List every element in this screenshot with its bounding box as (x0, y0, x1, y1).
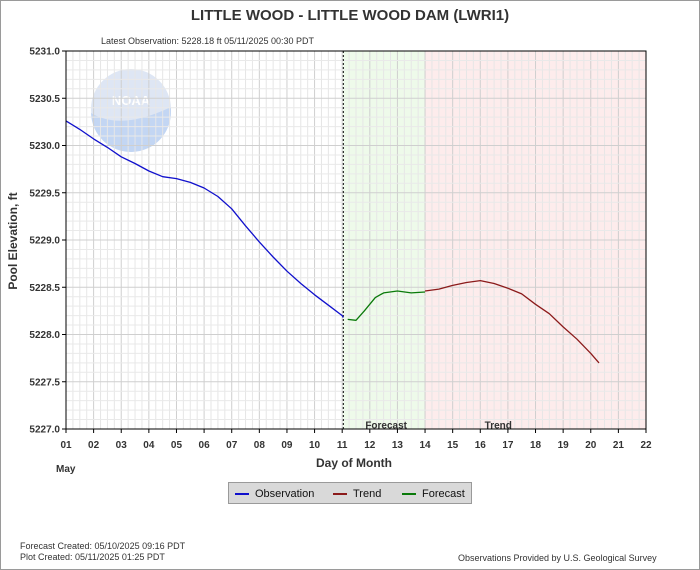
x-tick-label: 06 (199, 440, 211, 451)
x-tick-label: 04 (143, 440, 155, 451)
plot-created-note: Plot Created: 05/11/2025 01:25 PDT (20, 552, 165, 562)
forecast-created-note: Forecast Created: 05/10/2025 09:16 PDT (20, 541, 186, 551)
x-tick-label: 13 (392, 440, 404, 451)
x-tick-label: 07 (226, 440, 238, 451)
legend-swatch-observation (235, 493, 249, 496)
x-tick-label: 20 (585, 440, 597, 451)
chart-subtitle: Latest Observation: 5228.18 ft 05/11/202… (101, 36, 314, 46)
x-tick-label: 18 (530, 440, 542, 451)
legend-swatch-forecast (402, 493, 416, 496)
grid-lines (66, 51, 646, 429)
legend-label-forecast: Forecast (422, 488, 465, 500)
plot-area: NOAA (65, 50, 647, 430)
region-labels: Forecast Trend (365, 421, 512, 432)
x-tick-label: 09 (281, 440, 293, 451)
y-axis-label: Pool Elevation, ft (6, 192, 20, 289)
y-tick-label: 5227.5 (29, 377, 60, 388)
x-axis-month-label: May (56, 464, 76, 475)
series-line-trend (424, 279, 600, 364)
y-tick-label: 5229.0 (29, 236, 60, 247)
x-tick-label: 17 (502, 440, 514, 451)
noaa-logo-text: NOAA (112, 93, 151, 108)
y-tick-label: 5228.0 (29, 330, 60, 341)
x-tick-label: 12 (364, 440, 376, 451)
legend-item-forecast: Forecast (402, 487, 465, 501)
x-tick-label: 01 (60, 440, 72, 451)
x-tick-label: 03 (116, 440, 128, 451)
x-tick-label: 15 (447, 440, 459, 451)
chart-legend: Observation Trend Forecast (228, 482, 472, 504)
x-tick-label: 02 (88, 440, 100, 451)
y-tick-label: 5229.5 (29, 188, 60, 199)
legend-label-observation: Observation (255, 488, 315, 500)
x-tick-label: 21 (613, 440, 625, 451)
y-tick-label: 5230.0 (29, 141, 60, 152)
y-tick-label: 5231.0 (29, 47, 60, 58)
region-label-forecast: Forecast (365, 421, 407, 432)
y-tick-label: 5227.0 (29, 425, 60, 436)
series-lines (65, 120, 600, 364)
y-tick-label: 5228.5 (29, 283, 60, 294)
x-axis-ticks: 01 02 03 04 05 06 07 08 09 10 11 12 13 14 15 16 17 18 19 20… (60, 429, 652, 451)
x-tick-label: 10 (309, 440, 321, 451)
noaa-logo-watermark: NOAA (91, 69, 172, 152)
x-axis-label: Day of Month (316, 456, 392, 470)
region-label-trend: Trend (485, 421, 512, 432)
x-tick-label: 16 (475, 440, 487, 451)
x-tick-label: 22 (640, 440, 652, 451)
series-line-observation (65, 120, 344, 318)
x-tick-label: 11 (337, 440, 348, 451)
legend-swatch-trend (333, 493, 347, 496)
x-tick-label: 14 (419, 440, 431, 451)
legend-label-trend: Trend (353, 488, 382, 500)
series-line-forecast (347, 290, 426, 321)
y-tick-label: 5230.5 (29, 94, 60, 105)
x-tick-label: 08 (254, 440, 266, 451)
y-axis-ticks: 5227.0 5227.5 5228.0 5228.5 5229.0 5229.5 5230… (29, 47, 66, 436)
legend-item-observation: Observation (235, 487, 314, 501)
noaa-logo-wave (91, 107, 172, 152)
legend-item-trend: Trend (333, 487, 381, 501)
data-credit-note: Observations Provided by U.S. Geological… (458, 553, 657, 563)
chart-title: LITTLE WOOD - LITTLE WOOD DAM (LWRI1) (191, 7, 509, 24)
x-tick-label: 05 (171, 440, 183, 451)
x-tick-label: 19 (558, 440, 570, 451)
